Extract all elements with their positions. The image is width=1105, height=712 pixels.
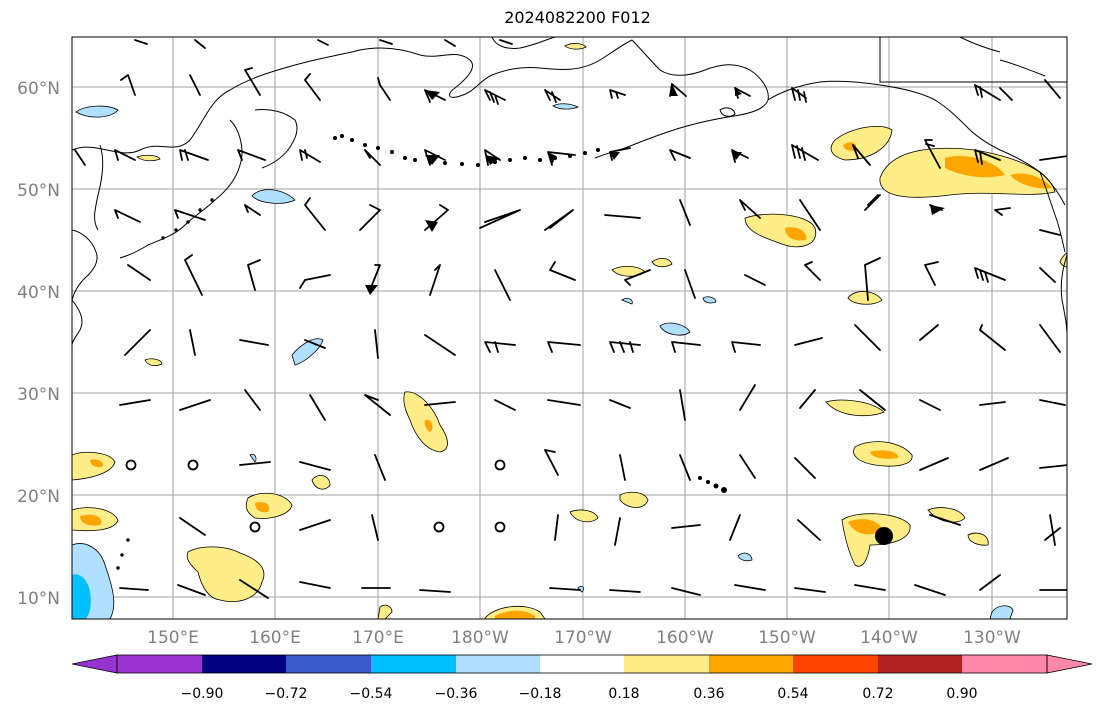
map-title: 2024082200 F012 — [504, 8, 651, 27]
lat-label-60: 60°N — [17, 79, 60, 99]
lat-label-50: 50°N — [17, 181, 60, 201]
lon-label-160e: 160°E — [249, 628, 301, 648]
colorbar-segment — [371, 655, 456, 673]
contour-neg-kamchatka — [251, 189, 296, 204]
contour-pos-west-edge — [72, 451, 116, 481]
contour-pos-ne — [830, 125, 893, 161]
lon-label-160w: 160°W — [656, 628, 714, 648]
lon-label-130w: 130°W — [963, 628, 1021, 648]
colorbar-segment — [624, 655, 709, 673]
colorbar — [71, 654, 1093, 674]
coast-hokkaido — [72, 229, 98, 301]
contour-neg-north — [75, 105, 119, 118]
colorbar-segment — [878, 655, 962, 673]
border-alaska-canada — [879, 37, 1067, 83]
lon-label-170w: 170°W — [554, 628, 612, 648]
colorbar-extend-min — [71, 654, 118, 674]
colorbar-outline — [116, 654, 1048, 674]
lat-label-10: 10°N — [17, 589, 60, 609]
coastlines — [72, 37, 1067, 346]
colorbar-segment — [286, 655, 371, 673]
colorbar-label: −0.90 — [181, 686, 224, 702]
map-background — [72, 37, 1067, 619]
lon-label-150w: 150°W — [758, 628, 816, 648]
colorbar-extend-max — [1046, 654, 1093, 674]
contour-pos-west-low — [245, 492, 293, 519]
lat-label-40: 40°N — [17, 283, 60, 303]
colorbar-label: 0.18 — [608, 686, 639, 702]
negative-contours — [72, 103, 1014, 619]
coast-siberia — [72, 39, 633, 154]
colorbar-label: −0.36 — [435, 686, 478, 702]
coast-canada-bc — [1039, 171, 1066, 253]
coast-chukotka — [491, 37, 556, 49]
coast-kodiak — [719, 107, 736, 117]
lon-label-150e: 150°E — [147, 628, 199, 648]
calm-circles — [125, 459, 506, 533]
lon-label-170e: 170°E — [352, 628, 404, 648]
colorbar-segment — [202, 655, 286, 673]
storm-position-marker — [875, 527, 893, 545]
colorbar-segment — [456, 655, 540, 673]
lat-label-30: 30°N — [17, 385, 60, 405]
colorbar-labels: −0.90 −0.72 −0.54 −0.36 −0.18 0.18 0.36 … — [181, 686, 978, 702]
lon-label-180w: 180°W — [451, 628, 509, 648]
contour-neg-mid — [291, 338, 324, 366]
lon-label-140w: 140°W — [860, 628, 918, 648]
gridlines — [72, 37, 1067, 619]
colorbar-segment — [540, 655, 624, 673]
map-frame — [71, 36, 1068, 620]
colorbar-label: −0.18 — [519, 686, 562, 702]
colorbar-label: −0.72 — [265, 686, 308, 702]
coast-japan — [72, 299, 83, 346]
colorbar-label: 0.54 — [777, 686, 808, 702]
coast-sakhalin — [94, 144, 104, 231]
coast-alaska-south — [767, 80, 1066, 206]
positive-contours — [72, 43, 1067, 619]
colorbar-label: 0.36 — [693, 686, 724, 702]
contour-pos-west-south — [186, 546, 265, 602]
colorbar-label: −0.54 — [350, 686, 393, 702]
colorbar-segment — [962, 655, 1047, 673]
wind-pennants — [365, 84, 945, 295]
colorbar-label: 0.72 — [862, 686, 893, 702]
colorbar-segment — [117, 655, 202, 673]
wind-barbs — [74, 39, 1067, 599]
colorbar-segment — [709, 655, 793, 673]
lat-label-20: 20°N — [17, 487, 60, 507]
colorbar-segment — [793, 655, 878, 673]
colorbar-label: 0.90 — [946, 686, 977, 702]
coast-kamchatka-2 — [254, 109, 298, 169]
coast-kamchatka — [119, 119, 243, 259]
